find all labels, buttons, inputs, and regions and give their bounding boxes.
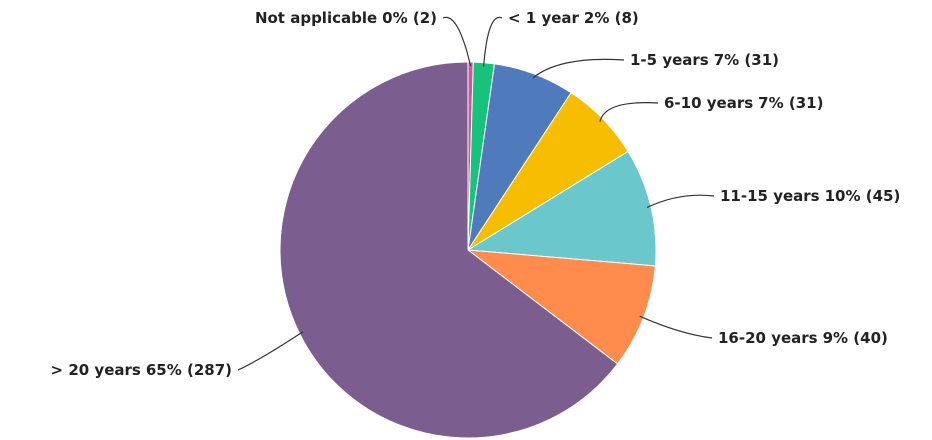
slice-label: 16-20 years 9% (40) <box>718 329 888 347</box>
category-label: < 1 year <box>508 9 580 27</box>
value-label: 65% (287) <box>146 361 232 379</box>
leader-line <box>639 315 713 339</box>
category-label: 16-20 years <box>718 329 818 347</box>
category-label: Not applicable <box>255 9 377 27</box>
slice-label: < 1 year 2% (8) <box>508 9 639 27</box>
slice-label: 6-10 years 7% (31) <box>664 94 823 112</box>
category-label: 1-5 years <box>630 51 709 69</box>
category-label: 11-15 years <box>720 187 820 205</box>
leader-line <box>532 58 625 79</box>
leader-line <box>237 331 304 371</box>
value-label: 10% (45) <box>825 187 901 205</box>
leader-line <box>442 16 472 67</box>
slice-label: Not applicable 0% (2) <box>255 9 437 27</box>
slice-label: > 20 years 65% (287) <box>51 361 232 379</box>
value-label: 2% (8) <box>584 9 639 27</box>
slice-label: 11-15 years 10% (45) <box>720 187 900 205</box>
value-label: 7% (31) <box>714 51 779 69</box>
value-label: 9% (40) <box>823 329 888 347</box>
category-label: 6-10 years <box>664 94 753 112</box>
value-label: 7% (31) <box>758 94 823 112</box>
pie-slice <box>466 150 657 267</box>
slice-label: 1-5 years 7% (31) <box>630 51 779 69</box>
value-label: 0% (2) <box>382 9 437 27</box>
leader-line <box>483 16 503 67</box>
leader-line <box>599 102 659 122</box>
category-label: > 20 years <box>51 361 141 379</box>
leader-line <box>646 194 715 208</box>
